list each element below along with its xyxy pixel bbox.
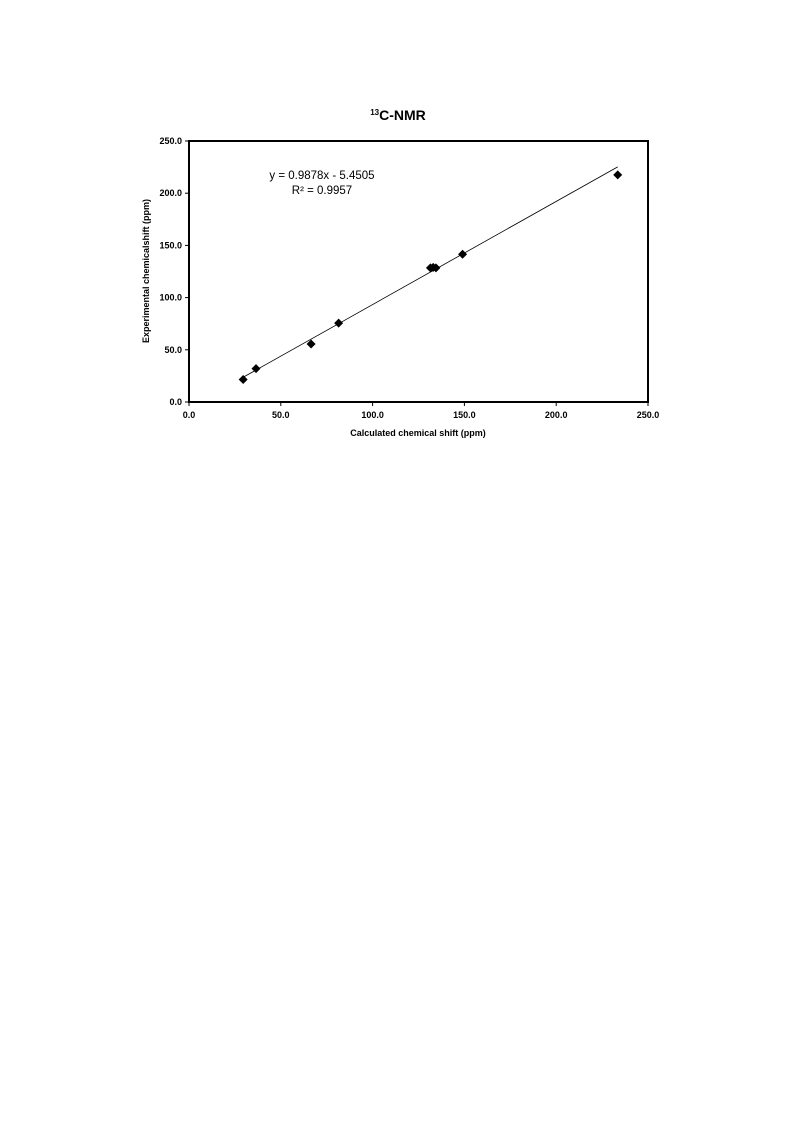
y-tick-label: 0.0 [169,397,182,407]
y-tick-label: 50.0 [164,345,182,355]
x-axis-title: Calculated chemical shift (ppm) [350,428,486,438]
r-squared-label: R² = 0.9957 [292,185,352,197]
chart-svg: 13C-NMR 0.0 50.0 100.0 150.0 200.0 250.0 0.0 5… [141,107,660,438]
chart-title-main: C-NMR [379,107,426,123]
nmr-chart: 13C-NMR 0.0 50.0 100.0 150.0 200.0 250.0 0.0 5… [0,0,793,460]
x-axis-ticks: 0.0 50.0 100.0 150.0 200.0 250.0 [183,402,660,420]
data-point-diamond [334,318,344,328]
data-point-diamond [251,364,261,374]
y-axis-ticks: 0.0 50.0 100.0 150.0 200.0 250.0 [159,136,189,407]
data-point-diamond [613,170,623,180]
y-tick-label: 100.0 [159,293,182,303]
y-tick-label: 200.0 [159,188,182,198]
y-tick-label: 150.0 [159,240,182,250]
x-tick-label: 200.0 [545,410,568,420]
x-tick-label: 50.0 [272,410,290,420]
data-point-diamond [431,263,441,273]
x-tick-label: 100.0 [361,410,384,420]
data-point-diamond [238,375,248,385]
data-point-diamond [458,249,468,259]
plot-area-border [188,140,649,403]
chart-title-superscript: 13 [370,108,379,117]
y-tick-label: 250.0 [159,136,182,146]
data-point-diamond [306,339,316,349]
data-points [238,170,623,385]
x-tick-label: 150.0 [453,410,476,420]
y-axis-title: Experimental chemicalshift (ppm) [141,199,151,343]
trendline-equation: y = 0.9878x - 5.4505 [269,170,374,182]
chart-title: 13C-NMR [370,107,426,123]
x-tick-label: 250.0 [637,410,660,420]
x-tick-label: 0.0 [183,410,196,420]
